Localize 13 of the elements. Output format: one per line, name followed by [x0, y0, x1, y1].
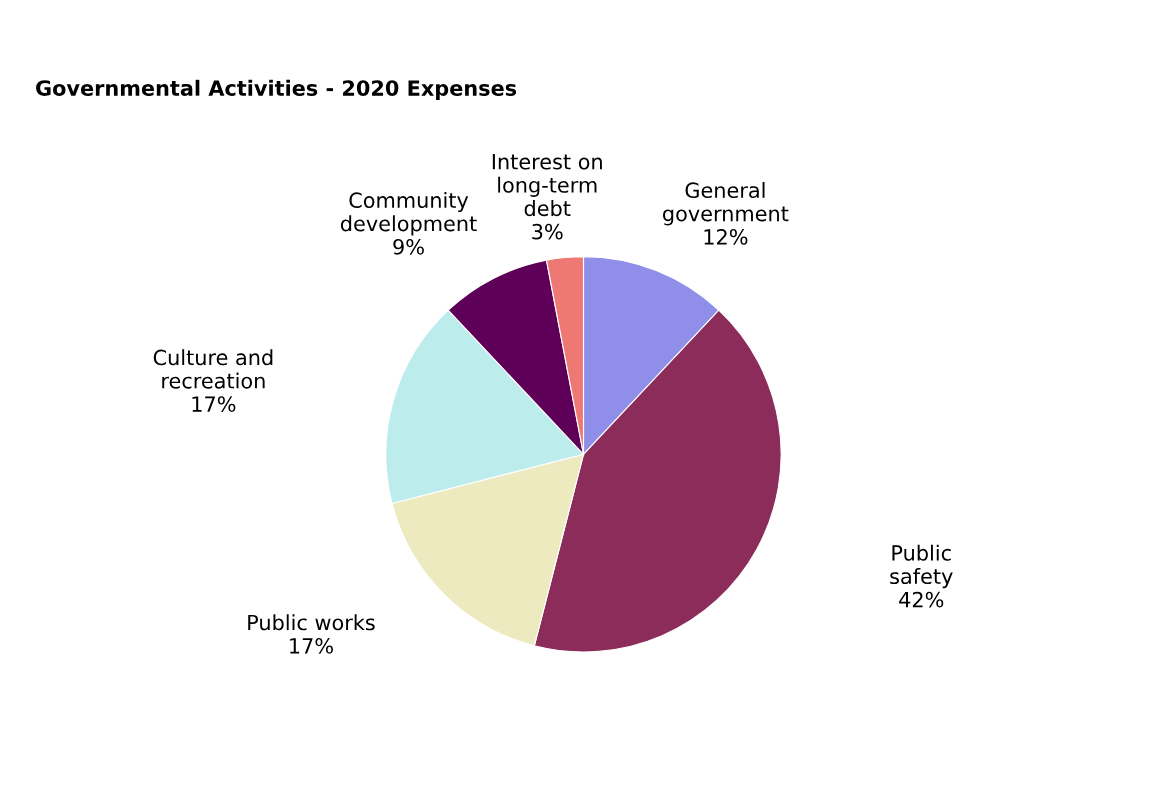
data-label: 17% [290, 637, 333, 654]
data-label: 3% [532, 223, 563, 240]
slice-label: Interest on long-term debt [492, 154, 602, 217]
data-label: 42% [899, 591, 944, 608]
slice-label: Culture and recreation [153, 349, 273, 389]
slice-label: General government [663, 181, 789, 226]
slice-label: Public safety [890, 544, 953, 589]
data-label: 12% [704, 229, 748, 245]
slice-label: Community development [340, 191, 477, 236]
slice-label: Public works [248, 614, 375, 631]
data-label: 9% [393, 238, 424, 255]
data-label: 17% [192, 396, 236, 412]
chart-title: Governmental Activities - 2020 Expenses [36, 79, 517, 100]
